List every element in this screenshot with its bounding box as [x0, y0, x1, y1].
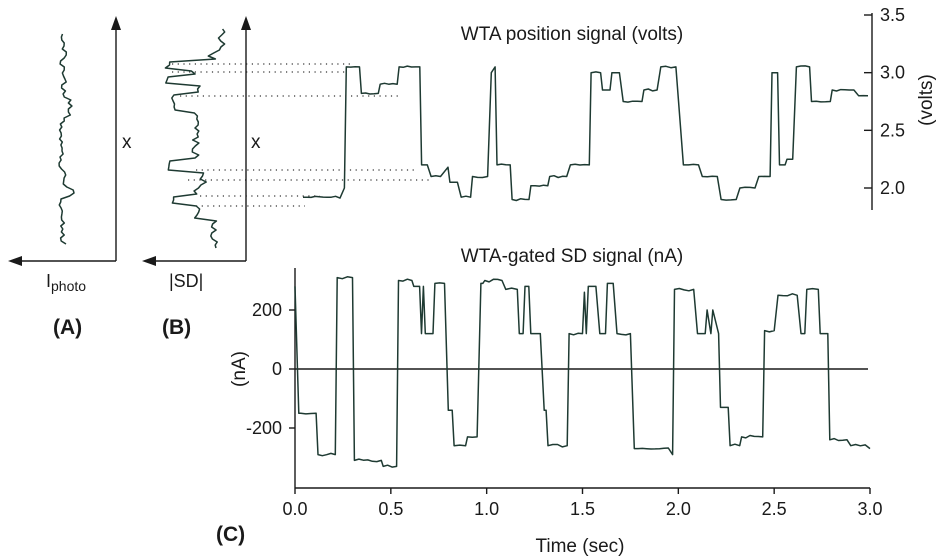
panel-a: x Iphoto (A) [8, 16, 132, 339]
wta-gated-sd-x-tick-label-2: 1.0 [474, 499, 499, 519]
wta-gated-sd-y-tick-label-1: 0 [272, 359, 282, 379]
panel-a-axis-label: x [122, 132, 132, 153]
wta-gated-sd-x-tick-label-4: 2.0 [666, 499, 691, 519]
panel-b-label: (B) [162, 316, 191, 339]
wta-gated-sd-y-tick-label-0: -200 [246, 418, 282, 438]
panel-b-x-axis-arrow [142, 256, 156, 266]
panel-a-label: (A) [53, 316, 82, 339]
wta-gated-sd-chart: WTA-gated SD signal (nA) -200 0 200 0.0 0.5 1… [216, 246, 883, 557]
panel-a-profile-trace [58, 33, 75, 245]
panel-a-x-axis-label: Iphoto [46, 271, 86, 294]
wta-position-y-axis-label: (volts) [916, 74, 937, 126]
wta-position-chart: WTA position signal (volts) (volts) 2.02… [172, 5, 937, 210]
panel-a-x-axis-label-sub: photo [51, 278, 86, 294]
wta-gated-sd-x-tick-label-0: 0.0 [282, 499, 307, 519]
wta-position-title: WTA position signal (volts) [461, 24, 683, 45]
panel-b-y-axis-arrow [241, 16, 251, 30]
wta-position-y-tick-label-1: 2.5 [880, 120, 905, 140]
wta-gated-sd-title: WTA-gated SD signal (nA) [461, 246, 683, 267]
wta-position-ticks: 2.0 2.5 3.0 3.5 [864, 5, 905, 198]
panel-b-axis-label: x [251, 132, 261, 153]
wta-position-y-tick-label-0: 2.0 [880, 178, 905, 198]
panel-b-profile-trace [164, 28, 226, 249]
panel-a-x-axis-arrow [8, 256, 22, 266]
panel-a-y-axis-arrow [111, 16, 121, 30]
wta-position-y-tick-label-2: 3.0 [880, 63, 905, 83]
wta-position-trace [303, 65, 869, 202]
wta-gated-sd-y-tick-label-2: 200 [252, 300, 282, 320]
wta-gated-sd-y-axis-label: (nA) [229, 351, 250, 387]
panel-b: x |SD| (B) [142, 16, 261, 339]
wta-gated-sd-x-tick-label-5: 2.5 [762, 499, 787, 519]
wta-gated-sd-ticks: -200 0 200 0.0 0.5 1.0 1.5 2.0 2.5 3.0 [246, 300, 883, 519]
correspondence-dotted-lines [172, 63, 430, 207]
wta-gated-sd-x-tick-label-6: 3.0 [857, 499, 882, 519]
wta-gated-sd-trace [294, 276, 871, 468]
wta-gated-sd-x-tick-label-3: 1.5 [570, 499, 595, 519]
panel-a-x-axis-label-main: I [46, 271, 51, 291]
panel-b-x-axis-label: |SD| [169, 271, 203, 291]
panel-c-label: (C) [216, 523, 245, 546]
wta-gated-sd-x-axis-label: Time (sec) [535, 536, 624, 557]
wta-gated-sd-x-tick-label-1: 0.5 [378, 499, 403, 519]
wta-position-y-tick-label-3: 3.5 [880, 5, 905, 25]
